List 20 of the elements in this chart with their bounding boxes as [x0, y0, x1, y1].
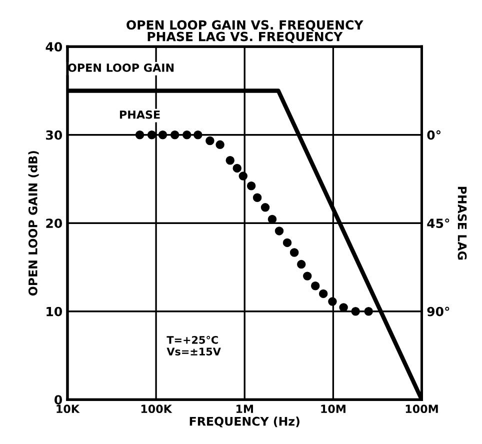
x-tick-label: 10M [321, 404, 346, 414]
y2-tick-label: 0° [427, 130, 440, 140]
chart-title: OPEN LOOP GAIN VS. FREQUENCY PHASE LAG VS. FREQUENCY [126, 20, 364, 43]
series-label: PHASE [120, 110, 160, 119]
y2-axis-title: PHASE LAG [458, 186, 467, 260]
y-tick-label: 30 [46, 130, 62, 140]
x-tick-label: 10K [56, 404, 80, 414]
y2-tick-label: 45° [427, 218, 450, 228]
y-tick-label: 0 [54, 395, 62, 405]
y2-tick-label: 90° [427, 306, 450, 316]
y-tick-label: 10 [46, 306, 62, 316]
x-axis-title: FREQUENCY (Hz) [190, 416, 300, 428]
y-tick-label: 20 [46, 218, 62, 228]
x-tick-label: 1M [236, 404, 253, 413]
x-tick-label: 100K [141, 404, 172, 414]
series-label: OPEN LOOP GAIN [68, 64, 174, 72]
x-tick-label: 100M [406, 404, 438, 414]
y-axis-title: OPEN LOOP GAIN (dB) [28, 151, 39, 296]
y-tick-label: 40 [46, 42, 62, 52]
annotation: T=+25°C Vs=±15V [166, 336, 221, 356]
